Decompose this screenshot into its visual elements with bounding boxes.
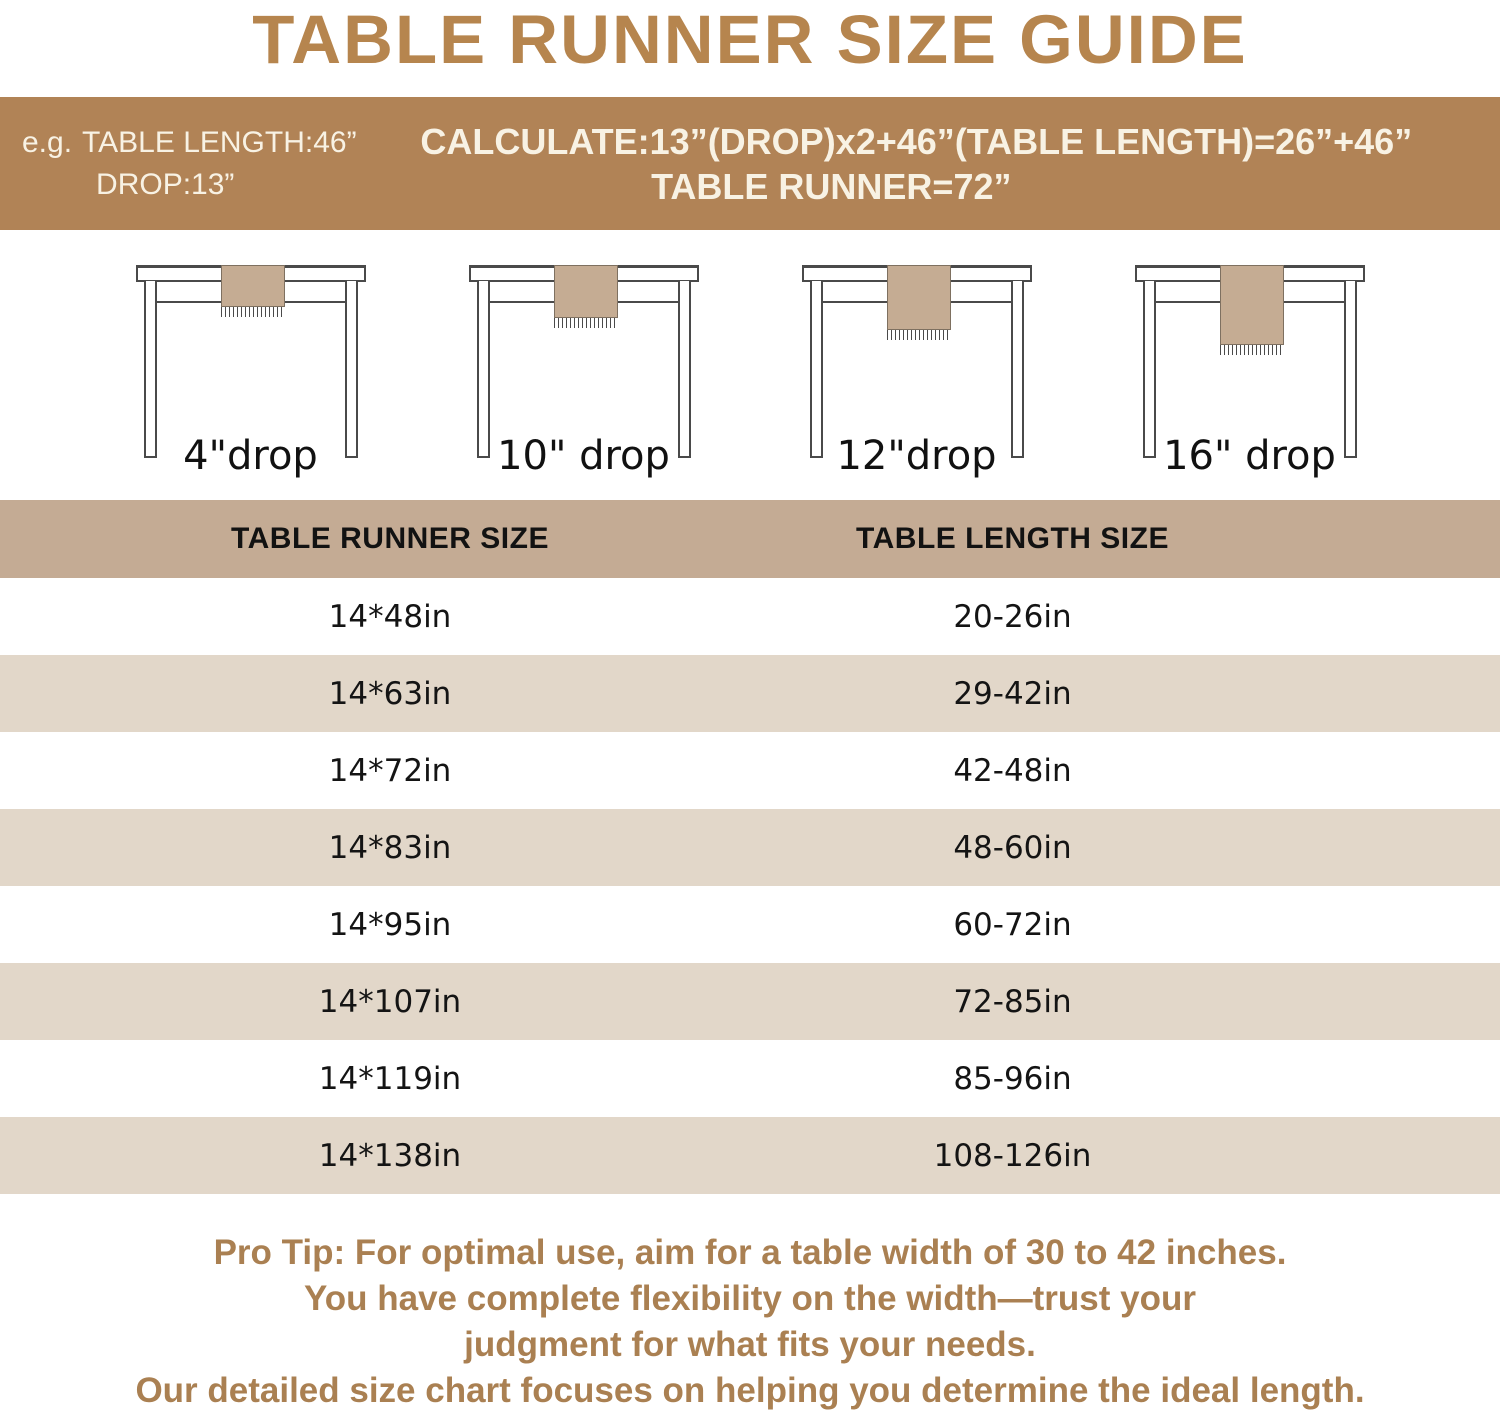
runner-fringe: [886, 330, 951, 340]
table-line-drawing: 4"drop: [135, 265, 366, 500]
size-table: TABLE RUNNER SIZE TABLE LENGTH SIZE 14*4…: [0, 500, 1500, 1194]
runner-size-cell: 14*95in: [328, 906, 452, 943]
table-line-drawing: 12"drop: [801, 265, 1032, 500]
pro-tip-line: Pro Tip: For optimal use, aim for a tabl…: [213, 1233, 1287, 1272]
runner-fringe: [1219, 345, 1284, 355]
runner-size-cell: 14*63in: [328, 675, 452, 712]
example-prefix: e.g.: [22, 125, 73, 159]
page-title: TABLE RUNNER SIZE GUIDE: [252, 1, 1248, 78]
table-leg-right: [1343, 281, 1357, 458]
table-length-cell: 85-96in: [953, 1060, 1072, 1097]
example-block: e.g. TABLE LENGTH:46” DROP:13”: [22, 122, 357, 206]
calculation-result: TABLE RUNNER=72”: [651, 165, 1012, 207]
table-leg-left: [1142, 281, 1156, 458]
table-row: 14*138in 108-126in: [0, 1117, 1500, 1194]
table-row: 14*119in 85-96in: [0, 1040, 1500, 1117]
table-row: 14*72in 42-48in: [0, 732, 1500, 809]
runner-size-cell: 14*83in: [328, 829, 452, 866]
table-length-cell: 60-72in: [953, 906, 1072, 943]
table-row: 14*83in 48-60in: [0, 809, 1500, 886]
calculation-banner: e.g. TABLE LENGTH:46” DROP:13” CALCULATE…: [0, 97, 1500, 230]
table-runner-graphic: [220, 265, 285, 307]
drop-label: 16" drop: [1163, 433, 1336, 479]
page-title-wrap: TABLE RUNNER SIZE GUIDE: [0, 0, 1500, 97]
column-header-table-length: TABLE LENGTH SIZE: [856, 522, 1169, 555]
size-table-header-row: TABLE RUNNER SIZE TABLE LENGTH SIZE: [0, 500, 1500, 578]
table-drop-figure: 4"drop: [84, 230, 417, 500]
runner-size-cell: 14*119in: [318, 1060, 462, 1097]
pro-tip-line: Our detailed size chart focuses on helpi…: [135, 1371, 1365, 1410]
example-table-length: TABLE LENGTH:46”: [82, 125, 357, 159]
runner-fringe: [220, 307, 285, 317]
table-length-cell: 108-126in: [933, 1137, 1092, 1174]
table-row: 14*63in 29-42in: [0, 655, 1500, 732]
pro-tip-line: judgment for what fits your needs.: [464, 1325, 1036, 1364]
table-drop-figure: 16" drop: [1083, 230, 1416, 500]
table-length-cell: 72-85in: [953, 983, 1072, 1020]
table-line-drawing: 16" drop: [1134, 265, 1365, 500]
table-runner-graphic: [1219, 265, 1284, 345]
drop-label: 10" drop: [497, 433, 670, 479]
table-leg-left: [143, 281, 157, 458]
runner-size-cell: 14*48in: [328, 598, 452, 635]
table-length-cell: 42-48in: [953, 752, 1072, 789]
table-row: 14*107in 72-85in: [0, 963, 1500, 1040]
runner-fringe: [553, 318, 618, 328]
example-lines: TABLE LENGTH:46” DROP:13”: [82, 122, 357, 206]
pro-tip-line: You have complete flexibility on the wid…: [304, 1279, 1196, 1318]
runner-size-cell: 14*72in: [328, 752, 452, 789]
pro-tip-footer: Pro Tip: For optimal use, aim for a tabl…: [0, 1194, 1500, 1414]
table-row: 14*48in 20-26in: [0, 578, 1500, 655]
table-leg-left: [809, 281, 823, 458]
example-drop: DROP:13”: [96, 167, 235, 201]
table-leg-left: [476, 281, 490, 458]
runner-size-cell: 14*138in: [318, 1137, 462, 1174]
drop-label: 12"drop: [836, 433, 997, 479]
table-row: 14*95in 60-72in: [0, 886, 1500, 963]
calculation-block: CALCULATE:13”(DROP)x2+46”(TABLE LENGTH)=…: [357, 119, 1476, 209]
table-drop-figure: 10" drop: [417, 230, 750, 500]
table-length-cell: 20-26in: [953, 598, 1072, 635]
calculation-formula: CALCULATE:13”(DROP)x2+46”(TABLE LENGTH)=…: [420, 120, 1413, 162]
table-runner-graphic: [553, 265, 618, 318]
table-line-drawing: 10" drop: [468, 265, 699, 500]
drop-label: 4"drop: [183, 433, 318, 479]
table-drop-figure: 12"drop: [750, 230, 1083, 500]
table-leg-right: [677, 281, 691, 458]
table-length-cell: 29-42in: [953, 675, 1072, 712]
table-leg-right: [1010, 281, 1024, 458]
table-length-cell: 48-60in: [953, 829, 1072, 866]
table-runner-graphic: [886, 265, 951, 330]
column-header-runner-size: TABLE RUNNER SIZE: [231, 522, 549, 555]
drop-illustrations-strip: 4"drop 10" drop 12"drop 16" drop: [0, 230, 1500, 500]
size-table-body: 14*48in 20-26in 14*63in 29-42in 14*72in 42-48…: [0, 578, 1500, 1194]
table-leg-right: [344, 281, 358, 458]
runner-size-cell: 14*107in: [318, 983, 462, 1020]
